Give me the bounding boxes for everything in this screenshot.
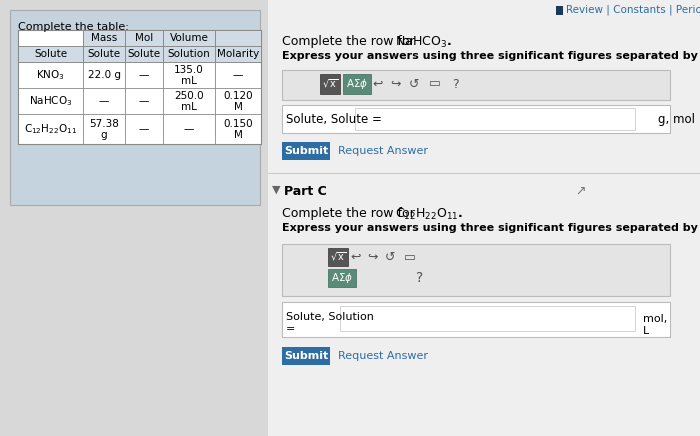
- Bar: [282, 302, 670, 337]
- Text: Complete the row for: Complete the row for: [282, 35, 419, 48]
- Text: Complete the table:: Complete the table:: [18, 22, 129, 32]
- Text: —: —: [139, 70, 149, 80]
- Text: mL: mL: [181, 76, 197, 86]
- Text: 135.0: 135.0: [174, 65, 204, 75]
- Bar: [282, 70, 670, 100]
- Text: 57.38: 57.38: [89, 119, 119, 129]
- Text: ?: ?: [452, 78, 458, 91]
- Text: Mass: Mass: [91, 33, 117, 43]
- Text: ↺: ↺: [385, 251, 396, 263]
- Text: ↩: ↩: [372, 78, 384, 91]
- Text: —: —: [139, 96, 149, 106]
- Text: ↗: ↗: [575, 185, 585, 198]
- Text: ↪: ↪: [391, 78, 401, 91]
- Text: Solute, Solute =: Solute, Solute =: [286, 112, 382, 126]
- Text: Volume: Volume: [169, 33, 209, 43]
- Text: Submit: Submit: [284, 351, 328, 361]
- Bar: [125, 46, 163, 62]
- Text: Complete the row for: Complete the row for: [282, 207, 419, 220]
- Bar: [125, 30, 163, 46]
- Text: $\mathsf{\sqrt{x}}$: $\mathsf{\sqrt{x}}$: [322, 78, 338, 90]
- Text: mol,: mol,: [643, 314, 667, 324]
- Text: ▭: ▭: [404, 251, 416, 263]
- Text: Express your answers using three significant figures separated by a comma.: Express your answers using three signifi…: [282, 223, 700, 233]
- Bar: [320, 74, 340, 94]
- Text: $\mathsf{\sqrt{x}}$: $\mathsf{\sqrt{x}}$: [330, 251, 346, 263]
- Bar: [282, 244, 670, 296]
- Text: Solute: Solute: [127, 49, 160, 59]
- Text: =: =: [286, 324, 295, 334]
- Text: $\mathrm{C_{12}H_{22}O_{11}}$.: $\mathrm{C_{12}H_{22}O_{11}}$.: [395, 207, 463, 222]
- Bar: [328, 269, 356, 287]
- Text: $\mathrm{C_{12}H_{22}O_{11}}$: $\mathrm{C_{12}H_{22}O_{11}}$: [24, 122, 77, 136]
- Text: mL: mL: [181, 102, 197, 112]
- Text: —: —: [184, 124, 194, 134]
- Bar: [556, 6, 563, 15]
- Text: ▼: ▼: [272, 185, 281, 195]
- Text: 0.150: 0.150: [223, 119, 253, 129]
- Text: Molarity: Molarity: [217, 49, 259, 59]
- Text: g: g: [101, 130, 107, 140]
- Text: M: M: [234, 102, 242, 112]
- Text: Mol: Mol: [135, 33, 153, 43]
- Text: A$\Sigma\phi$: A$\Sigma\phi$: [331, 271, 353, 285]
- Bar: [282, 347, 330, 365]
- Text: Solution: Solution: [167, 49, 211, 59]
- Bar: [83, 46, 125, 62]
- Text: $\mathrm{NaHCO_3}$: $\mathrm{NaHCO_3}$: [29, 94, 72, 108]
- Text: ↺: ↺: [409, 78, 419, 91]
- Bar: [343, 74, 371, 94]
- Text: —: —: [233, 70, 243, 80]
- Text: $\mathrm{NaHCO_3}$.: $\mathrm{NaHCO_3}$.: [395, 35, 452, 50]
- Bar: [282, 142, 330, 160]
- Bar: [328, 248, 348, 266]
- Text: A$\Sigma\phi$: A$\Sigma\phi$: [346, 77, 368, 91]
- Bar: [355, 108, 635, 130]
- Text: —: —: [139, 124, 149, 134]
- Bar: [10, 10, 260, 205]
- Text: Solute: Solute: [88, 49, 120, 59]
- Text: 22.0 g: 22.0 g: [88, 70, 120, 80]
- Bar: [163, 46, 215, 62]
- Text: g, mol: g, mol: [658, 112, 695, 126]
- Text: Request Answer: Request Answer: [338, 351, 428, 361]
- Text: L: L: [643, 326, 650, 336]
- Text: —: —: [99, 96, 109, 106]
- Text: Submit: Submit: [284, 146, 328, 156]
- Text: Part C: Part C: [284, 185, 327, 198]
- Text: 250.0: 250.0: [174, 91, 204, 101]
- Bar: [163, 30, 215, 46]
- Bar: [282, 105, 670, 133]
- Bar: [268, 0, 700, 436]
- Text: Solute, Solution: Solute, Solution: [286, 312, 374, 322]
- Text: ↪: ↪: [368, 251, 378, 263]
- Bar: [83, 30, 125, 46]
- Text: Review | Constants | Periodic Table: Review | Constants | Periodic Table: [566, 5, 700, 15]
- Bar: [340, 306, 635, 331]
- Text: $\mathrm{KNO_3}$: $\mathrm{KNO_3}$: [36, 68, 65, 82]
- Text: Request Answer: Request Answer: [338, 146, 428, 156]
- Bar: [18, 30, 261, 144]
- Text: M: M: [234, 130, 242, 140]
- Text: 0.120: 0.120: [223, 91, 253, 101]
- Text: ↩: ↩: [351, 251, 361, 263]
- Text: ?: ?: [416, 271, 424, 285]
- Text: ▭: ▭: [429, 78, 441, 91]
- Text: Solute: Solute: [34, 49, 67, 59]
- Bar: [215, 46, 261, 62]
- Bar: [18, 46, 83, 62]
- Text: Express your answers using three significant figures separated by a comma.: Express your answers using three signifi…: [282, 51, 700, 61]
- Bar: [215, 30, 261, 46]
